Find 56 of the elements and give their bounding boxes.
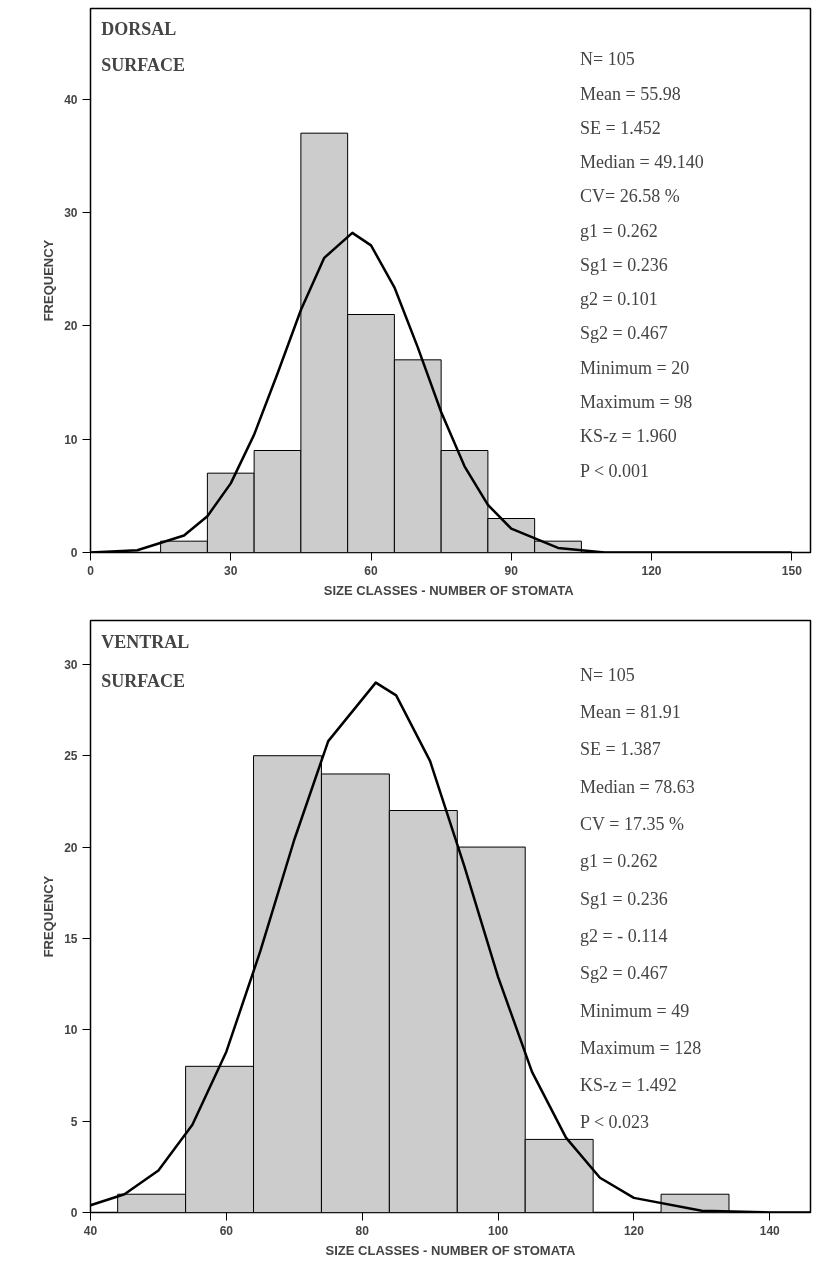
annotation: Sg1 = 0.236 <box>580 888 668 909</box>
y-tick-label: 30 <box>64 206 78 220</box>
x-tick-label: 120 <box>623 1223 645 1238</box>
annotation: Median = 49.140 <box>580 152 704 173</box>
x-tick-label: 60 <box>219 1223 234 1238</box>
annotation: Mean = 81.91 <box>580 702 681 723</box>
x-tick-label: 120 <box>641 563 662 578</box>
x-axis-title: SIZE CLASSES - NUMBER OF STOMATA <box>325 1242 577 1258</box>
x-tick-label: 80 <box>355 1223 370 1238</box>
annotation: Sg2 = 0.467 <box>580 963 668 984</box>
y-tick-label: 0 <box>70 546 78 560</box>
y-tick-label: 15 <box>64 931 78 946</box>
y-tick-label: 0 <box>70 1206 78 1220</box>
annotation: SE = 1.387 <box>580 739 661 760</box>
annotation: CV= 26.58 % <box>580 186 680 207</box>
y-tick-label: 5 <box>70 1114 78 1129</box>
annotation: g1 = 0.262 <box>580 851 658 872</box>
y-tick-label: 20 <box>64 840 78 855</box>
annotation: Sg1 = 0.236 <box>580 254 668 275</box>
annotation: Mean = 55.98 <box>580 83 681 104</box>
y-tick-label: 20 <box>64 319 78 334</box>
y-tick-label: 30 <box>64 657 78 672</box>
annotation: N= 105 <box>580 49 635 70</box>
x-axis-title: SIZE CLASSES - NUMBER OF STOMATA <box>323 582 575 598</box>
annotation: N= 105 <box>580 664 635 685</box>
y-tick-label: 25 <box>64 749 78 764</box>
x-tick-label: 30 <box>224 563 238 578</box>
annotation: g2 = 0.101 <box>580 289 658 310</box>
x-tick-label: 0 <box>87 563 95 578</box>
text: DORSAL SURFACE <box>101 19 185 75</box>
x-tick-label: 40 <box>83 1223 98 1238</box>
annotation: Median = 78.63 <box>580 776 695 797</box>
y-axis-title: FREQUENCY <box>41 239 57 322</box>
annotation: Minimum = 20 <box>580 357 690 378</box>
y-tick-label: 10 <box>64 432 78 447</box>
x-tick-label: 100 <box>488 1223 509 1238</box>
annotation: SE = 1.452 <box>580 117 661 138</box>
annotation: Maximum = 128 <box>580 1037 702 1058</box>
annotation: g2 = - 0.114 <box>580 925 668 946</box>
annotation: CV = 17.35 % <box>580 814 684 835</box>
text: VENTRAL SURFACE <box>101 632 190 691</box>
annotation: Maximum = 98 <box>580 392 693 413</box>
x-tick-label: 90 <box>504 563 519 578</box>
x-tick-label: 140 <box>759 1223 781 1238</box>
annotation: P < 0.001 <box>580 460 650 481</box>
y-axis-title: FREQUENCY <box>41 875 57 958</box>
annotation: KS-z = 1.960 <box>580 426 677 447</box>
annotation: P < 0.023 <box>580 1112 650 1133</box>
x-tick-label: 150 <box>781 563 803 578</box>
annotation: KS-z = 1.492 <box>580 1075 677 1096</box>
annotation: Minimum = 49 <box>580 1000 690 1021</box>
y-tick-label: 40 <box>64 92 78 107</box>
x-tick-label: 60 <box>364 563 379 578</box>
y-tick-label: 10 <box>64 1023 78 1038</box>
annotation: g1 = 0.262 <box>580 220 658 241</box>
annotation: Sg2 = 0.467 <box>580 323 668 344</box>
